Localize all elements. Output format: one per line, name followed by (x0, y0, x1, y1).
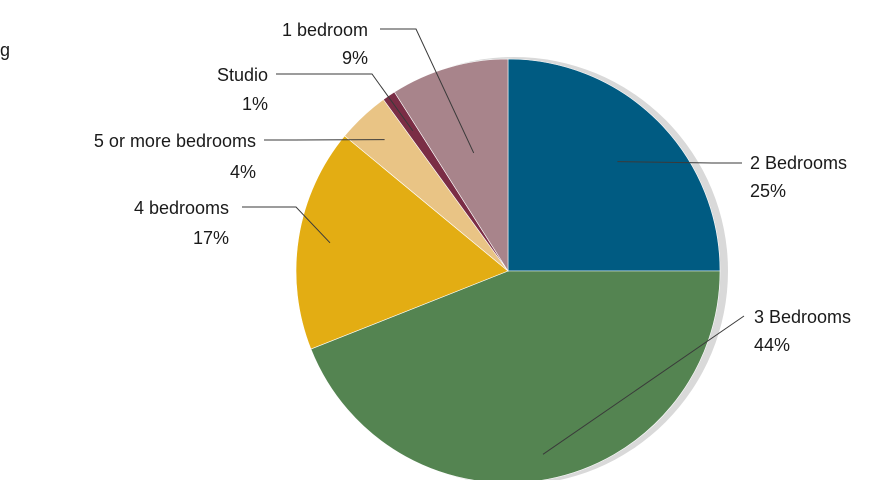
pie-slices (295, 58, 721, 480)
leader-line-3-bedrooms (542, 315, 745, 455)
leader-line-1-bedroom (380, 28, 475, 154)
slice-labels: 2 Bedrooms 25% 3 Bedrooms 44% 4 bedrooms 17% 5… (94, 20, 851, 355)
pie-slice-4-bedrooms (295, 135, 509, 350)
slice-label-3-bedrooms: 3 Bedrooms (754, 307, 851, 327)
slice-value-1-bedroom: 9% (342, 48, 368, 68)
slice-label-2-bedrooms: 2 Bedrooms (750, 153, 847, 173)
slice-value-3-bedrooms: 44% (754, 335, 790, 355)
slice-label-studio: Studio (217, 65, 268, 85)
pie-slice-3-bedrooms (310, 270, 721, 480)
cropped-text-fragment: g (0, 40, 10, 60)
slice-value-2-bedrooms: 25% (750, 181, 786, 201)
slice-value-4-bedrooms: 17% (193, 228, 229, 248)
slice-label-1-bedroom: 1 bedroom (282, 20, 368, 40)
pie-slice-1-bedroom (393, 58, 509, 273)
pie-slice-2-bedrooms (507, 58, 721, 272)
leader-line-2-bedrooms (617, 161, 742, 164)
slice-value-studio: 1% (242, 94, 268, 114)
slice-label-5-or-more-bedrooms: 5 or more bedrooms (94, 131, 256, 151)
slice-label-4-bedrooms: 4 bedrooms (134, 198, 229, 218)
leader-lines (242, 28, 745, 455)
leader-line-4-bedrooms (242, 206, 331, 244)
leader-line-studio (276, 73, 414, 131)
slice-value-5-or-more-bedrooms: 4% (230, 162, 256, 182)
